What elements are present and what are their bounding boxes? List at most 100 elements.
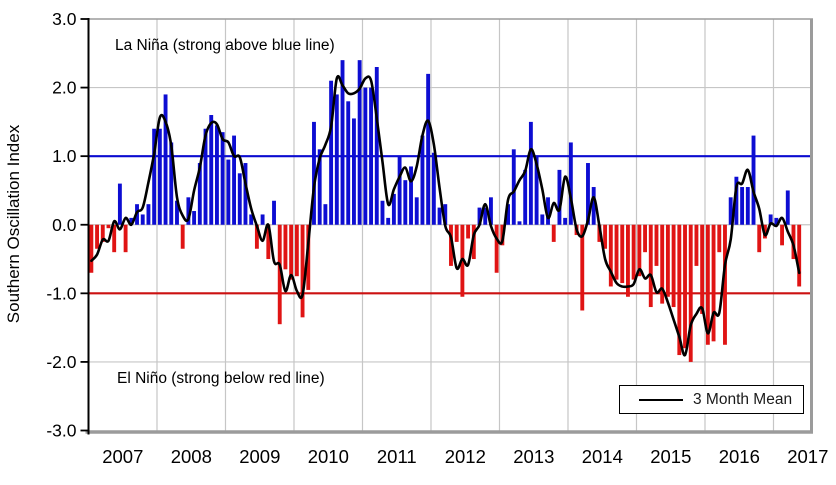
soi-monthly-bar	[289, 224, 294, 280]
soi-monthly-bar	[449, 224, 453, 266]
y-tick-label: -1.0	[46, 283, 76, 303]
y-tick-label: 3.0	[52, 9, 77, 29]
soi-monthly-bar	[334, 94, 339, 225]
soi-monthly-bar	[660, 224, 665, 304]
soi-monthly-bar	[728, 197, 733, 225]
mean-line-sample	[639, 398, 683, 401]
soi-monthly-bar	[374, 67, 379, 225]
soi-monthly-bar	[346, 101, 351, 225]
soi-monthly-bar	[409, 166, 413, 225]
soi-monthly-bar	[123, 224, 128, 253]
soi-monthly-bar	[751, 135, 756, 225]
soi-monthly-bar	[129, 217, 134, 225]
soi-monthly-bar	[591, 187, 596, 225]
soi-monthly-bar	[260, 214, 265, 225]
soi-monthly-bar	[528, 121, 533, 225]
soi-monthly-bar	[106, 224, 111, 229]
soi-monthly-bar	[169, 142, 174, 225]
soi-monthly-bar	[477, 207, 482, 225]
soi-monthly-bar	[249, 214, 254, 225]
soi-monthly-bar	[437, 207, 442, 225]
soi-monthly-bar	[112, 224, 117, 253]
soi-monthly-bar	[175, 200, 179, 225]
soi-monthly-bar	[563, 217, 568, 225]
soi-monthly-bar	[140, 214, 145, 225]
soi-monthly-bar	[757, 224, 762, 253]
soi-monthly-bar	[557, 169, 562, 225]
soi-monthly-bar	[272, 200, 276, 225]
soi-monthly-bar	[180, 224, 185, 249]
soi-monthly-bar	[352, 118, 356, 225]
soi-monthly-bar	[677, 224, 682, 356]
soi-monthly-bar	[300, 224, 305, 318]
soi-monthly-bar	[197, 163, 202, 225]
la-nina-annotation: La Niña (strong above blue line)	[115, 37, 335, 54]
soi-monthly-bar	[717, 224, 722, 253]
soi-monthly-bar	[403, 180, 408, 225]
soi-monthly-bar	[89, 224, 94, 273]
x-year-label: 2013	[513, 446, 554, 467]
x-year-label: 2007	[102, 446, 143, 467]
soi-monthly-bar	[283, 224, 288, 270]
soi-monthly-bar	[683, 224, 687, 349]
soi-monthly-bar	[780, 224, 784, 246]
soi-monthly-bar	[534, 156, 539, 225]
soi-monthly-bar	[797, 224, 802, 287]
soi-monthly-bar	[540, 214, 545, 225]
legend-label: 3 Month Mean	[693, 390, 793, 408]
x-year-label: 2009	[239, 446, 280, 467]
soi-monthly-bar	[785, 190, 790, 225]
soi-monthly-bar	[357, 60, 362, 225]
soi-monthly-bar	[443, 204, 448, 225]
soi-monthly-bar	[232, 135, 236, 225]
y-tick-label: 2.0	[52, 78, 77, 98]
soi-monthly-bar	[700, 224, 705, 314]
soi-monthly-bar	[323, 204, 328, 225]
y-tick-label: -3.0	[46, 421, 76, 441]
soi-monthly-bar	[192, 211, 197, 225]
soi-monthly-bar	[340, 60, 345, 225]
soi-monthly-bar	[608, 224, 613, 287]
soi-monthly-bar	[157, 128, 162, 225]
soi-monthly-bar	[397, 156, 402, 225]
soi-monthly-bar	[243, 163, 248, 225]
soi-monthly-bar	[209, 115, 214, 225]
three-month-mean-line	[90, 74, 801, 357]
soi-monthly-bar	[568, 142, 573, 225]
soi-monthly-bar	[203, 128, 208, 225]
soi-monthly-bar	[711, 224, 716, 342]
soi-monthly-bar	[420, 135, 425, 225]
soi-monthly-bar	[586, 163, 590, 225]
soi-monthly-bar	[466, 224, 471, 239]
soi-monthly-bar	[723, 224, 727, 345]
soi-monthly-bar	[665, 224, 670, 297]
soi-monthly-bar	[152, 128, 157, 225]
y-tick-label: 1.0	[52, 146, 77, 166]
soi-monthly-bar	[614, 224, 619, 280]
x-year-label: 2016	[719, 446, 760, 467]
soi-monthly-bar	[745, 187, 750, 225]
soi-monthly-bar	[426, 73, 431, 225]
x-year-label: 2012	[445, 446, 486, 467]
soi-monthly-bar	[226, 159, 231, 225]
x-year-label: 2017	[787, 446, 828, 467]
soi-monthly-bar	[740, 187, 745, 225]
x-year-label: 2008	[171, 446, 212, 467]
soi-monthly-bar	[643, 224, 647, 253]
soi-monthly-bar	[671, 224, 676, 308]
x-year-label: 2015	[650, 446, 691, 467]
soi-monthly-bar	[471, 224, 476, 260]
x-year-label: 2011	[377, 446, 417, 467]
soi-monthly-bar	[386, 217, 391, 225]
soi-monthly-bar	[380, 200, 385, 225]
soi-monthly-bar	[511, 149, 516, 225]
soi-monthly-bar	[163, 94, 168, 225]
soi-monthly-bar	[391, 193, 396, 225]
soi-monthly-bar	[306, 224, 311, 290]
soi-monthly-bar	[363, 87, 368, 225]
soi-monthly-bar	[546, 197, 550, 225]
soi-monthly-bar	[768, 214, 773, 225]
y-axis-title: Southern Oscillation Index	[4, 124, 23, 324]
